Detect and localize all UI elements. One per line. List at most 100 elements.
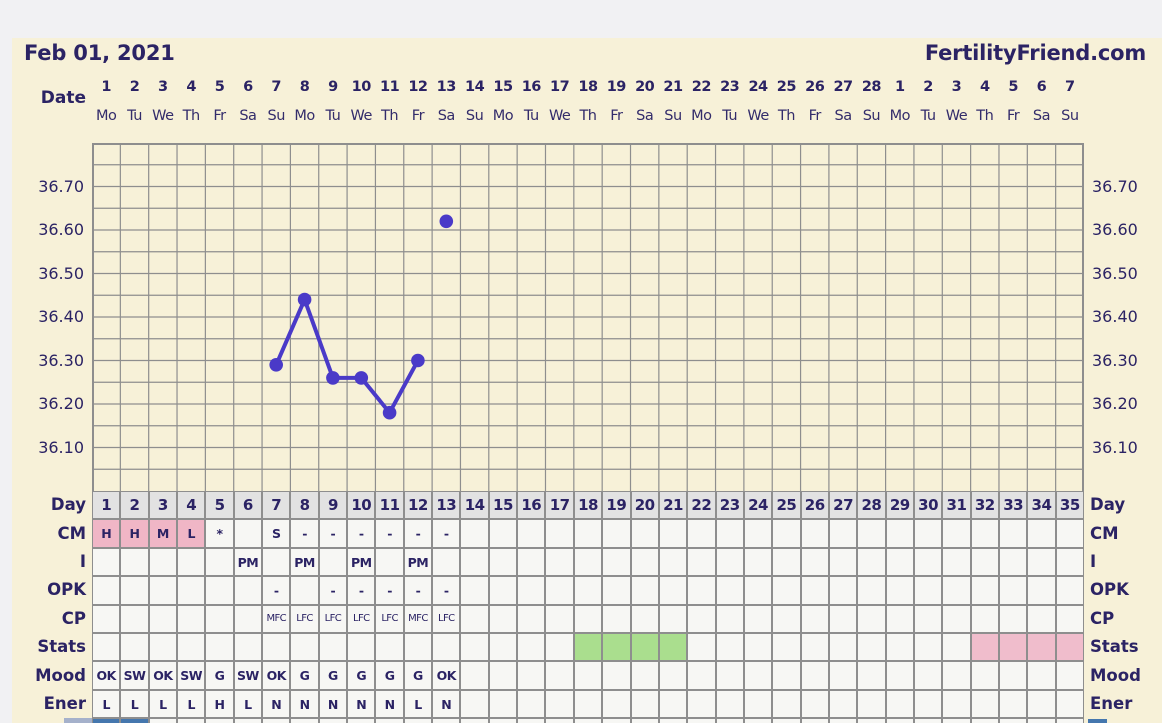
row-label-cp-left: CP bbox=[61, 608, 86, 628]
partial-row-cell-day-3 bbox=[148, 718, 178, 723]
day-header-cell-6[interactable]: 6 bbox=[233, 491, 263, 520]
day-header-cell-25[interactable]: 25 bbox=[772, 491, 801, 520]
ener-cell-day-33 bbox=[998, 689, 1028, 719]
stats-cell-day-5 bbox=[205, 633, 234, 662]
partial-row-cell-day-24 bbox=[743, 718, 773, 723]
ener-cell-day-31 bbox=[942, 689, 971, 719]
stats-cell-day-10 bbox=[347, 633, 376, 662]
fertilityfriend-brand-link[interactable]: FertilityFriend.com bbox=[924, 41, 1146, 65]
date-number: 5 bbox=[1008, 79, 1018, 95]
temp-tick-right: 36.50 bbox=[1092, 263, 1138, 283]
day-header-cell-1[interactable]: 1 bbox=[92, 491, 121, 520]
day-header-cell-28[interactable]: 28 bbox=[857, 491, 886, 520]
stats-cell-day-27 bbox=[828, 633, 858, 662]
day-header-cell-27[interactable]: 27 bbox=[828, 491, 858, 520]
weekday-label: We bbox=[548, 108, 571, 124]
stats-cell-day-20 bbox=[630, 633, 659, 662]
i-cell-day-11 bbox=[375, 547, 404, 577]
day-header-cell-21[interactable]: 21 bbox=[658, 491, 688, 520]
row-label-cp-right: CP bbox=[1090, 608, 1115, 628]
opk-cell-day-1 bbox=[92, 576, 121, 605]
day-header-cell-5[interactable]: 5 bbox=[205, 491, 234, 520]
day-header-cell-2[interactable]: 2 bbox=[120, 491, 149, 520]
i-cell-day-17 bbox=[545, 547, 574, 577]
bbt-point-day-8[interactable] bbox=[297, 292, 312, 307]
date-number: 7 bbox=[1065, 79, 1075, 95]
partial-row-cell-day-28 bbox=[857, 718, 886, 723]
day-header-cell-3[interactable]: 3 bbox=[148, 491, 178, 520]
day-header-cell-35[interactable]: 35 bbox=[1055, 491, 1084, 520]
opk-cell-day-8 bbox=[290, 576, 319, 605]
temp-tick-left: 36.60 bbox=[38, 220, 84, 239]
partial-row-cell-day-32 bbox=[970, 718, 999, 723]
day-header-cell-13[interactable]: 13 bbox=[432, 491, 461, 520]
bbt-point-day-12[interactable] bbox=[411, 353, 425, 368]
day-header-cell-14[interactable]: 14 bbox=[460, 491, 489, 520]
weekday-label: We bbox=[152, 108, 174, 124]
mood-cell-day-20 bbox=[630, 661, 659, 690]
day-header-cell-7[interactable]: 7 bbox=[262, 491, 291, 520]
bbt-point-day-9[interactable] bbox=[326, 371, 340, 385]
day-header-cell-9[interactable]: 9 bbox=[318, 491, 348, 520]
day-header-cell-22[interactable]: 22 bbox=[687, 491, 716, 520]
weekday-label: Sa bbox=[437, 108, 456, 124]
cp-cell-day-12: MFC bbox=[403, 604, 433, 633]
opk-cell-day-30 bbox=[913, 576, 943, 605]
ener-cell-day-14 bbox=[460, 689, 489, 719]
day-header-cell-11[interactable]: 11 bbox=[375, 491, 404, 520]
day-header-cell-8[interactable]: 8 bbox=[290, 491, 319, 520]
day-header-cell-18[interactable]: 18 bbox=[573, 491, 603, 520]
i-cell-day-30 bbox=[913, 547, 943, 577]
mood-cell-day-1: OK bbox=[92, 661, 121, 690]
day-header-cell-10[interactable]: 10 bbox=[347, 491, 376, 520]
day-header-cell-32[interactable]: 32 bbox=[970, 491, 999, 520]
i-cell-day-4 bbox=[177, 547, 206, 577]
stats-cell-day-33 bbox=[998, 633, 1028, 662]
partial-row-cell-day-18 bbox=[573, 718, 603, 723]
opk-cell-day-31 bbox=[942, 576, 971, 605]
day-header-cell-34[interactable]: 34 bbox=[1027, 491, 1056, 520]
mood-cell-day-21 bbox=[658, 661, 688, 690]
i-cell-day-1 bbox=[92, 547, 121, 577]
cm-cell-day-18 bbox=[573, 519, 603, 548]
day-header-cell-17[interactable]: 17 bbox=[545, 491, 574, 520]
day-header-cell-15[interactable]: 15 bbox=[488, 491, 518, 520]
day-header-cell-30[interactable]: 30 bbox=[913, 491, 943, 520]
day-header-cell-24[interactable]: 24 bbox=[743, 491, 773, 520]
opk-cell-day-19 bbox=[602, 576, 631, 605]
date-number: 2 bbox=[129, 79, 140, 95]
cp-cell-day-25 bbox=[772, 604, 801, 633]
cm-cell-day-32 bbox=[970, 519, 999, 548]
mood-cell-day-13: OK bbox=[432, 661, 461, 690]
i-cell-day-14 bbox=[460, 547, 489, 577]
day-header-cell-19[interactable]: 19 bbox=[602, 491, 631, 520]
row-label-day-right: Day bbox=[1090, 495, 1126, 515]
bbt-point-day-10[interactable] bbox=[354, 371, 369, 385]
mood-cell-day-23 bbox=[715, 661, 744, 690]
bbt-point-day-7[interactable] bbox=[269, 358, 283, 372]
weekday-label: We bbox=[747, 108, 769, 124]
bbt-point-day-11[interactable] bbox=[382, 405, 397, 420]
bbt-point-day-13[interactable] bbox=[439, 214, 454, 229]
day-header-cell-4[interactable]: 4 bbox=[177, 491, 206, 520]
stats-cell-day-23 bbox=[715, 633, 744, 662]
row-label-stats-left: Stats bbox=[37, 637, 86, 657]
partial-row-cell-day-10 bbox=[347, 718, 376, 723]
weekday-label: Sa bbox=[239, 108, 257, 124]
partial-row-cell-day-26 bbox=[800, 718, 829, 723]
mood-cell-day-18 bbox=[573, 661, 603, 690]
day-header-cell-23[interactable]: 23 bbox=[715, 491, 744, 520]
i-cell-day-19 bbox=[602, 547, 631, 577]
day-header-cell-31[interactable]: 31 bbox=[942, 491, 971, 520]
opk-cell-day-35 bbox=[1055, 576, 1084, 605]
weekday-label: Mo bbox=[691, 108, 712, 124]
day-header-cell-20[interactable]: 20 bbox=[630, 491, 659, 520]
stats-cell-day-6 bbox=[233, 633, 263, 662]
day-header-cell-16[interactable]: 16 bbox=[517, 491, 546, 520]
partial-row-cell-day-30 bbox=[913, 718, 943, 723]
date-number: 17 bbox=[550, 79, 570, 95]
day-header-cell-29[interactable]: 29 bbox=[885, 491, 914, 520]
day-header-cell-33[interactable]: 33 bbox=[998, 491, 1028, 520]
day-header-cell-26[interactable]: 26 bbox=[800, 491, 829, 520]
day-header-cell-12[interactable]: 12 bbox=[403, 491, 433, 520]
